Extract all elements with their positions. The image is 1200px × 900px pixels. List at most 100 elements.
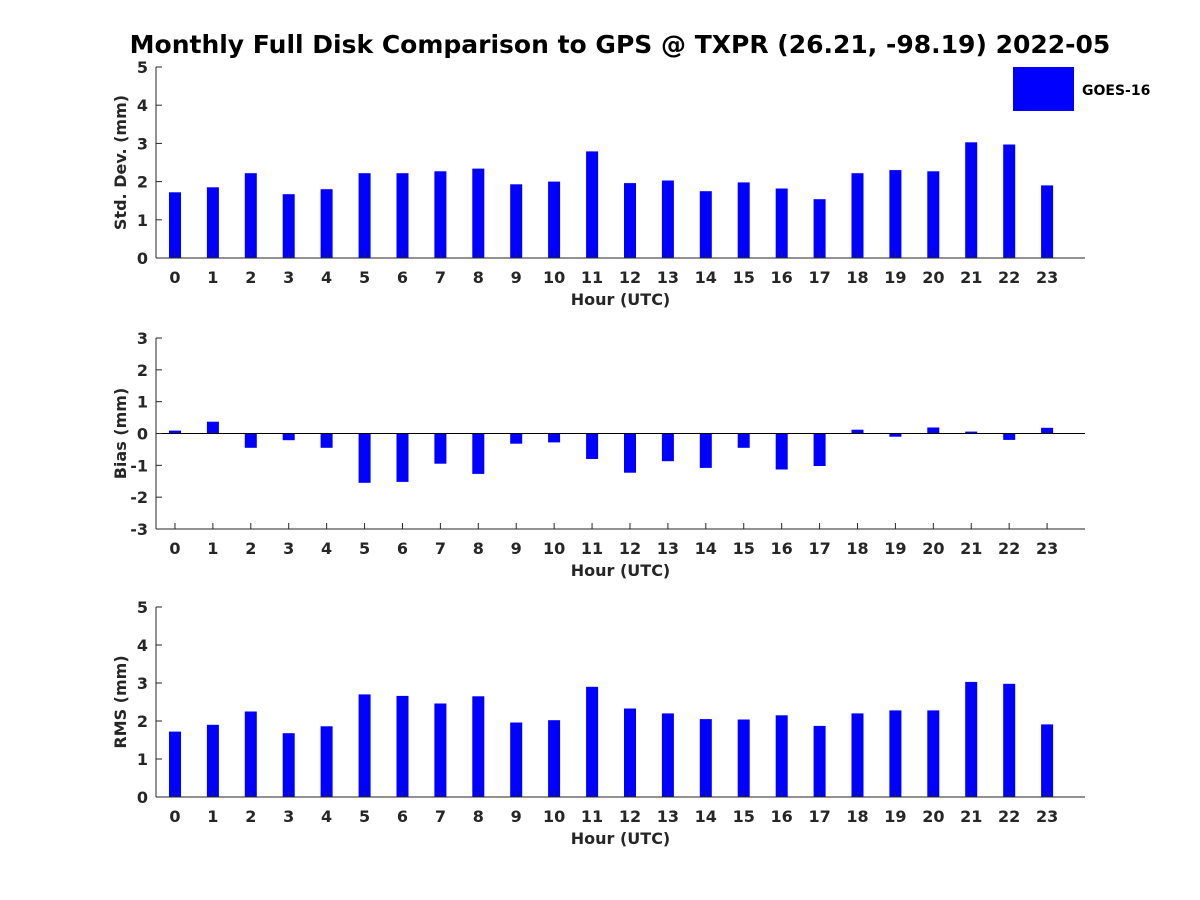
bias-xtick-label: 4 — [321, 539, 332, 558]
bias-bar-2 — [244, 433, 257, 448]
rms-xtick-label: 6 — [397, 807, 408, 826]
rms-bar-9 — [510, 722, 523, 797]
bias-xtick-label: 5 — [359, 539, 370, 558]
stddev-xtick-label: 21 — [960, 268, 982, 287]
stddev-bar-0 — [169, 192, 181, 258]
bias-bar-4 — [320, 433, 333, 448]
rms-xtick-label: 12 — [619, 807, 641, 826]
bias-xtick-label: 12 — [619, 539, 641, 558]
stddev-xtick-label: 10 — [543, 268, 565, 287]
rms-bar-20 — [927, 710, 940, 797]
stddev-xtick-label: 12 — [619, 268, 641, 287]
stddev-bar-1 — [206, 187, 219, 258]
rms-bar-15 — [737, 719, 750, 797]
bias-xtick-label: 20 — [922, 539, 944, 558]
stddev-bar-20 — [927, 171, 940, 258]
stddev-bar-10 — [548, 181, 561, 258]
stddev-xtick-label: 17 — [808, 268, 830, 287]
bias-bar-21 — [965, 431, 978, 434]
rms-xtick-label: 3 — [283, 807, 294, 826]
stddev-bar-17 — [813, 199, 826, 258]
stddev-bar-3 — [282, 194, 295, 258]
stddev-ytick-label: 2 — [137, 173, 148, 192]
rms-bar-3 — [282, 733, 295, 797]
stddev-xtick-label: 19 — [884, 268, 906, 287]
rms-xtick-label: 18 — [846, 807, 868, 826]
bias-bar-22 — [1003, 433, 1016, 440]
rms-xtick-label: 14 — [695, 807, 717, 826]
rms-ytick-label: 2 — [137, 712, 148, 731]
bias-bar-17 — [813, 433, 826, 466]
stddev-bar-5 — [358, 173, 371, 258]
stddev-bar-19 — [889, 170, 902, 258]
bias-xtick-label: 23 — [1036, 539, 1058, 558]
bias-ytick-label: -1 — [130, 456, 148, 475]
bias-ytick-label: 3 — [137, 329, 148, 348]
rms-bar-8 — [472, 696, 485, 797]
rms-xtick-label: 23 — [1036, 807, 1058, 826]
bias-bar-12 — [624, 433, 636, 473]
rms-xtick-label: 21 — [960, 807, 982, 826]
bias-xtick-label: 19 — [884, 539, 906, 558]
bias-xlabel: Hour (UTC) — [571, 561, 671, 580]
stddev-bar-12 — [624, 183, 636, 258]
bias-bar-6 — [396, 433, 409, 482]
bias-bar-10 — [548, 433, 561, 443]
rms-xtick-label: 4 — [321, 807, 332, 826]
bias-ytick-label: 2 — [137, 361, 148, 380]
rms-xtick-label: 7 — [435, 807, 446, 826]
stddev-xtick-label: 1 — [207, 268, 218, 287]
rms-bar-10 — [548, 720, 561, 797]
rms-bar-11 — [586, 686, 599, 797]
rms-xtick-label: 2 — [245, 807, 256, 826]
stddev-xtick-label: 6 — [397, 268, 408, 287]
bias-bar-5 — [358, 433, 371, 483]
stddev-bar-11 — [586, 151, 599, 258]
rms-xtick-label: 8 — [473, 807, 484, 826]
stddev-xtick-label: 13 — [657, 268, 679, 287]
stddev-xtick-label: 11 — [581, 268, 603, 287]
legend: GOES-16 — [1013, 67, 1150, 111]
rms-xtick-label: 0 — [169, 807, 180, 826]
bias-xtick-label: 18 — [846, 539, 868, 558]
chart-title: Monthly Full Disk Comparison to GPS @ TX… — [129, 30, 1111, 59]
bias-bar-14 — [699, 433, 712, 468]
rms-ytick-label: 4 — [137, 636, 148, 655]
rms-bar-23 — [1041, 724, 1054, 797]
stddev-ylabel: Std. Dev. (mm) — [111, 95, 130, 230]
bias-bar-8 — [472, 433, 485, 474]
stddev-xtick-label: 16 — [771, 268, 793, 287]
bias-bar-15 — [737, 433, 750, 448]
rms-xtick-label: 15 — [733, 807, 755, 826]
bias-xtick-label: 13 — [657, 539, 679, 558]
rms-ytick-label: 0 — [137, 788, 148, 807]
rms-xtick-label: 17 — [808, 807, 830, 826]
bias-xtick-label: 9 — [511, 539, 522, 558]
stddev-bar-15 — [737, 182, 750, 258]
legend-label: GOES-16 — [1082, 83, 1150, 99]
bias-bar-0 — [169, 430, 181, 434]
bias-xtick-label: 14 — [695, 539, 717, 558]
rms-ytick-label: 3 — [137, 674, 148, 693]
bias-bar-16 — [775, 433, 788, 470]
legend-swatch — [1013, 67, 1074, 111]
bias-bar-9 — [510, 433, 523, 444]
bias-bar-3 — [282, 433, 295, 441]
rms-bar-19 — [889, 710, 902, 797]
stddev-xtick-label: 23 — [1036, 268, 1058, 287]
stddev-ytick-label: 5 — [137, 58, 148, 77]
stddev-xtick-label: 0 — [169, 268, 180, 287]
rms-bar-21 — [965, 681, 978, 797]
stddev-bar-14 — [699, 191, 712, 258]
bias-bar-19 — [889, 433, 902, 437]
bias-bar-20 — [927, 427, 940, 434]
stddev-ytick-label: 4 — [137, 96, 148, 115]
bias-xtick-label: 7 — [435, 539, 446, 558]
bias-bar-1 — [206, 421, 219, 434]
stddev-ytick-label: 0 — [137, 249, 148, 268]
rms-xtick-label: 20 — [922, 807, 944, 826]
bias-xtick-label: 16 — [771, 539, 793, 558]
rms-bar-14 — [699, 719, 712, 797]
